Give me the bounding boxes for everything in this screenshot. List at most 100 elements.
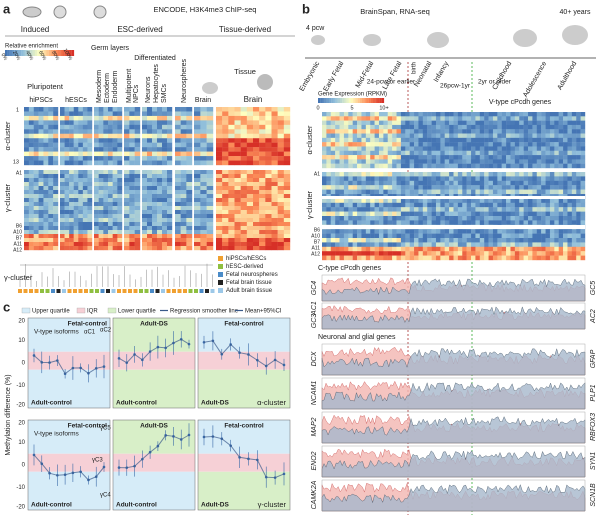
heat-cell — [326, 142, 331, 147]
heat-cell — [216, 202, 222, 206]
heat-cell — [74, 161, 79, 166]
heat-cell — [471, 256, 476, 261]
heat-cell — [113, 246, 118, 250]
heat-cell — [200, 178, 207, 182]
heat-cell — [480, 256, 485, 261]
heat-cell — [576, 220, 581, 225]
heat-cell — [383, 125, 388, 130]
heat-cell — [74, 116, 79, 121]
heat-cell — [524, 172, 529, 177]
heat-cell — [207, 120, 214, 125]
heat-cell — [361, 151, 366, 156]
heat-cell — [418, 155, 423, 160]
heat-cell — [94, 111, 99, 116]
heat-cell — [559, 151, 564, 156]
heat-cell — [43, 138, 48, 143]
heat-cell — [449, 151, 454, 156]
heat-cell — [259, 210, 265, 214]
heat-cell — [541, 172, 546, 177]
heat-cell — [222, 206, 228, 210]
heat-cell — [78, 234, 83, 238]
heat-cell — [322, 220, 327, 225]
heat-cell — [392, 198, 397, 203]
heat-cell — [29, 234, 34, 238]
heat-cell — [458, 121, 463, 126]
heat-cell — [142, 161, 147, 166]
heat-cell — [550, 242, 555, 247]
heat-cell — [74, 218, 79, 222]
heat-cell — [235, 210, 241, 214]
heat-cell — [94, 210, 99, 214]
heat-cell — [458, 238, 463, 243]
heat-cell — [471, 190, 476, 195]
heat-cell — [124, 138, 130, 143]
heat-cell — [484, 234, 489, 239]
heat-cell — [48, 186, 53, 190]
heat-cell — [418, 220, 423, 225]
heat-cell — [222, 143, 228, 148]
heat-cell — [493, 207, 498, 212]
heat-cell — [60, 134, 65, 139]
heat-cell — [576, 234, 581, 239]
heat-cell — [449, 256, 454, 261]
heat-cell — [162, 214, 167, 218]
heat-cell — [397, 251, 402, 256]
heat-cell — [576, 198, 581, 203]
heat-cell — [247, 198, 253, 202]
heat-cell — [418, 216, 423, 221]
heat-cell — [29, 210, 34, 214]
heat-cell — [284, 125, 290, 130]
heat-cell — [99, 206, 104, 210]
heat-cell — [129, 198, 135, 202]
heat-cell — [436, 247, 441, 252]
legend-swatch — [362, 98, 364, 103]
heat-cell — [554, 112, 559, 117]
heat-cell — [235, 138, 241, 143]
heat-cell — [135, 152, 141, 157]
heat-cell — [253, 134, 259, 139]
heat-cell — [152, 242, 157, 246]
heat-cell — [449, 229, 454, 234]
heat-cell — [24, 194, 29, 198]
heat-cell — [344, 198, 349, 203]
heat-cell — [454, 212, 459, 217]
heat-cell — [432, 185, 437, 190]
heat-cell — [48, 226, 53, 230]
heat-cell — [348, 159, 353, 164]
heat-cell — [207, 143, 214, 148]
heat-cell — [108, 116, 113, 121]
heat-cell — [253, 170, 259, 174]
heat-cell — [484, 207, 489, 212]
heat-cell — [335, 234, 340, 239]
heat-cell — [265, 111, 271, 116]
heat-cell — [222, 147, 228, 152]
heat-cell — [216, 242, 222, 246]
heat-cell — [124, 147, 130, 152]
heat-cell — [361, 181, 366, 186]
heat-cell — [29, 194, 34, 198]
heat-cell — [53, 230, 58, 234]
heat-cell — [397, 151, 402, 156]
heat-cell — [162, 156, 167, 161]
heat-cell — [259, 116, 265, 121]
heat-cell — [247, 190, 253, 194]
heat-cell — [194, 238, 201, 242]
heat-cell — [462, 229, 467, 234]
heat-cell — [528, 151, 533, 156]
heat-cell — [423, 203, 428, 208]
heat-cell — [65, 230, 70, 234]
heat-cell — [392, 172, 397, 177]
heat-cell — [200, 156, 207, 161]
heat-cell — [43, 222, 48, 226]
heat-cell — [418, 176, 423, 181]
heat-cell — [99, 143, 104, 148]
heat-cell — [497, 155, 502, 160]
heat-cell — [559, 234, 564, 239]
heat-cell — [344, 164, 349, 169]
legend-swatch — [377, 98, 379, 103]
heat-cell — [186, 242, 192, 246]
heat-cell — [157, 134, 162, 139]
heat-cell — [265, 242, 271, 246]
heat-cell — [357, 212, 362, 217]
heat-cell — [167, 138, 172, 143]
